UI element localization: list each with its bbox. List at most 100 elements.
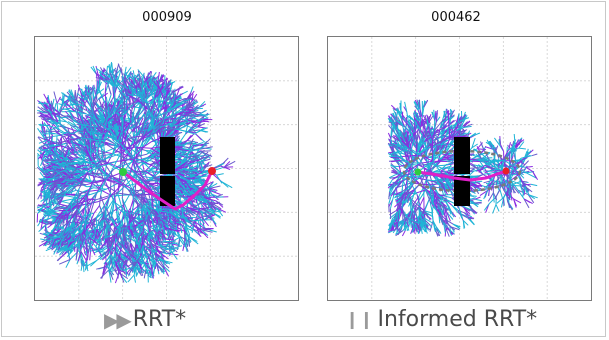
tree-edge	[58, 103, 66, 107]
tree-edge	[165, 248, 179, 250]
tree-edge	[100, 195, 107, 210]
tree-edge	[135, 128, 143, 145]
tree-edge	[162, 265, 170, 272]
tree-edge	[76, 208, 83, 219]
tree-edge	[66, 102, 75, 112]
tree-edge	[126, 260, 137, 268]
tree-edge	[133, 158, 145, 181]
tree-edge	[78, 113, 84, 124]
tree-edge	[79, 242, 86, 250]
tree-edge	[110, 63, 114, 74]
tree-edge	[114, 68, 122, 77]
tree-edge	[99, 70, 105, 79]
tree-edge	[38, 150, 46, 160]
tree-edge	[202, 161, 210, 169]
tree-edge	[141, 192, 145, 209]
tree-edge	[73, 210, 78, 223]
tree-edge	[60, 98, 66, 106]
tree-edge	[96, 80, 98, 93]
tree-edge	[148, 231, 152, 242]
tree-edge	[116, 158, 135, 162]
tree-edge	[127, 166, 142, 181]
tree-edge	[166, 253, 179, 256]
tree-edge	[47, 100, 53, 111]
tree-edge	[157, 234, 164, 246]
tree-edge	[97, 93, 105, 100]
tree-edge	[98, 71, 107, 82]
tree-edge	[78, 171, 89, 189]
tree-edge	[65, 195, 78, 199]
tree-edge	[74, 98, 88, 108]
tree-edge	[51, 111, 62, 119]
tree-edge	[176, 173, 185, 181]
tree-edge	[66, 114, 75, 122]
tree-edge	[128, 266, 135, 275]
tree-edge	[151, 146, 161, 149]
tree-edge	[43, 233, 52, 239]
tree-edge	[141, 72, 145, 86]
tree-edge	[221, 181, 229, 188]
tree-edge	[42, 116, 54, 125]
tree-edge	[145, 205, 158, 218]
tree-edge	[56, 187, 69, 197]
tree-edge	[152, 220, 163, 227]
tree-edge	[129, 84, 138, 90]
tree-edge	[37, 216, 44, 227]
tree-edge	[188, 235, 199, 245]
tree-edge	[42, 205, 52, 218]
tree-edge	[209, 190, 221, 195]
tree-edge	[112, 251, 116, 260]
tree-edge	[58, 186, 73, 198]
tree-edge	[186, 147, 193, 156]
tree-edge	[115, 93, 126, 103]
tree-edge	[200, 138, 211, 149]
tree-edge	[152, 246, 157, 260]
tree-edge	[54, 193, 62, 200]
tree-edge	[41, 236, 53, 243]
tree-edge	[89, 248, 104, 252]
tree-edge	[145, 123, 149, 133]
tree-edge	[120, 113, 124, 124]
tree-edge	[91, 229, 98, 238]
tree-edge	[85, 196, 90, 211]
tree-edge	[95, 67, 107, 76]
tree-edge	[89, 212, 95, 223]
tree-edge	[38, 100, 47, 110]
tree-edge	[76, 190, 90, 195]
tree-edge	[199, 211, 205, 222]
tree-edge	[175, 128, 188, 133]
tree-edge	[196, 227, 207, 236]
tree-edge	[140, 124, 148, 134]
tree-edge	[132, 244, 137, 252]
tree-edge	[203, 208, 213, 216]
tree-edge	[86, 110, 95, 121]
tree-edge	[109, 183, 124, 197]
tree-edge	[109, 131, 120, 143]
tree-edge	[75, 207, 85, 217]
tree-edge	[73, 234, 82, 245]
tree-edge	[187, 201, 199, 210]
tree-edge	[106, 113, 117, 123]
tree-edge	[183, 115, 197, 125]
tree-edge	[114, 260, 120, 271]
tree-edge	[105, 138, 115, 145]
tree-edge	[146, 216, 153, 224]
tree-edge	[158, 219, 160, 231]
tree-edge	[156, 128, 176, 133]
tree-edge	[93, 160, 104, 180]
tree-edge	[145, 268, 151, 278]
tree-edge	[156, 263, 164, 273]
tree-edge	[142, 233, 146, 243]
tree-edge	[119, 84, 129, 90]
tree-edge	[77, 188, 80, 200]
tree-edge	[174, 193, 182, 203]
tree-edge	[44, 237, 53, 247]
tree-edge	[201, 196, 217, 202]
tree-edge	[116, 79, 124, 88]
tree-edge	[143, 180, 152, 192]
tree-edge	[60, 180, 68, 187]
tree-edge	[109, 170, 112, 193]
tree-edge	[149, 120, 153, 136]
tree-edge	[215, 200, 224, 206]
tree-edge	[48, 195, 57, 207]
